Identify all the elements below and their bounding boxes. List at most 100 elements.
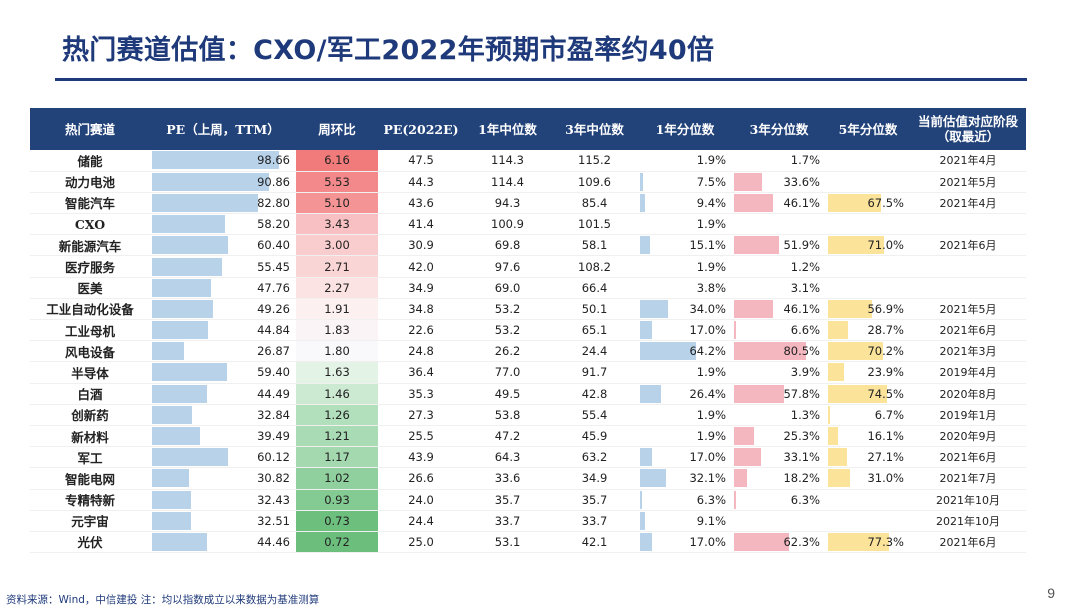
pe-ttm-value: 32.51 bbox=[257, 513, 290, 528]
table-row: 新能源汽车 60.40 3.00 30.9 69.8 58.1 15.1% 51.9% 71.0… bbox=[30, 234, 1026, 257]
pct-3y-value: 33.6% bbox=[783, 174, 820, 189]
pe-2022e: 22.6 bbox=[378, 319, 464, 342]
pct-5y-value: 67.5% bbox=[867, 195, 904, 210]
week-over-week: 1.02 bbox=[296, 467, 378, 490]
pe-2022e: 47.5 bbox=[378, 150, 464, 172]
median-1y: 53.1 bbox=[464, 531, 551, 554]
pct-1y-value: 1.9% bbox=[696, 407, 726, 422]
pct-1y-bar bbox=[640, 193, 645, 212]
pct-1y-value: 17.0% bbox=[689, 450, 726, 465]
sector-name: 创新药 bbox=[30, 404, 150, 426]
pe-ttm-value: 49.26 bbox=[257, 301, 290, 316]
pct-3y-value: 18.2% bbox=[783, 471, 820, 486]
sector-name: 专精特新 bbox=[30, 489, 150, 511]
pct-5y bbox=[826, 213, 910, 236]
table-header-row: 热门赛道 PE（上周，TTM） 周环比 PE(2022E) 1年中位数 3年中位… bbox=[30, 108, 1026, 150]
pe-ttm-bar bbox=[152, 532, 207, 551]
median-1y: 47.2 bbox=[464, 425, 551, 448]
pe-ttm-value: 26.87 bbox=[257, 344, 290, 359]
pct-1y-bar bbox=[640, 448, 652, 467]
median-1y: 64.3 bbox=[464, 446, 551, 469]
pct-5y-value: 71.0% bbox=[867, 238, 904, 253]
pct-5y: 31.0% bbox=[826, 467, 910, 490]
stage-date bbox=[910, 277, 1026, 299]
pct-3y: 6.3% bbox=[732, 489, 826, 511]
pe-ttm-value: 58.20 bbox=[257, 217, 290, 232]
pct-1y-value: 3.8% bbox=[696, 280, 726, 295]
pct-3y: 18.2% bbox=[732, 467, 826, 490]
pct-3y-bar bbox=[734, 384, 785, 403]
pct-3y-value: 3.9% bbox=[790, 365, 820, 380]
pct-3y: 62.3% bbox=[732, 531, 826, 554]
pct-5y-value: 77.3% bbox=[867, 534, 904, 549]
pct-3y-value: 62.3% bbox=[783, 534, 820, 549]
median-1y: 97.6 bbox=[464, 255, 551, 278]
pe-2022e: 26.6 bbox=[378, 467, 464, 490]
sector-name: 工业自动化设备 bbox=[30, 298, 150, 321]
pe-ttm-value: 55.45 bbox=[257, 259, 290, 274]
table-row: 工业自动化设备 49.26 1.91 34.8 53.2 50.1 34.0% 46.1% 56… bbox=[30, 298, 1026, 321]
median-1y: 53.2 bbox=[464, 319, 551, 342]
pe-ttm: 32.43 bbox=[150, 489, 296, 511]
stage-date: 2021年6月 bbox=[910, 234, 1026, 257]
pct-3y-value: 46.1% bbox=[783, 195, 820, 210]
stage-date: 2021年6月 bbox=[910, 531, 1026, 554]
page-title: 热门赛道估值：CXO/军工2022年预期市盈率约40倍 bbox=[62, 35, 715, 66]
pct-1y-value: 6.3% bbox=[696, 492, 726, 507]
header-pe-ttm: PE（上周，TTM） bbox=[166, 121, 280, 137]
median-1y: 33.7 bbox=[464, 510, 551, 532]
pe-2022e: 43.9 bbox=[378, 446, 464, 469]
pct-1y: 17.0% bbox=[638, 531, 732, 554]
header-stage: 当前估值对应阶段 （取最近） bbox=[917, 114, 1018, 144]
pct-3y-bar bbox=[734, 342, 806, 361]
pe-ttm-bar bbox=[152, 236, 229, 255]
pct-1y-value: 17.0% bbox=[689, 534, 726, 549]
pe-ttm-value: 30.82 bbox=[257, 471, 290, 486]
pe-ttm-bar bbox=[152, 342, 184, 361]
pct-5y-value: 70.2% bbox=[867, 344, 904, 359]
pct-5y-bar bbox=[828, 193, 881, 212]
pct-3y-value: 6.6% bbox=[790, 323, 820, 338]
stage-date: 2021年10月 bbox=[910, 489, 1026, 511]
pe-ttm: 47.76 bbox=[150, 277, 296, 299]
pe-2022e: 34.9 bbox=[378, 277, 464, 299]
pct-3y-value: 1.2% bbox=[790, 259, 820, 274]
pct-5y: 77.3% bbox=[826, 531, 910, 554]
pe-ttm: 59.40 bbox=[150, 361, 296, 384]
sector-name: 医疗服务 bbox=[30, 255, 150, 278]
sector-name: 智能电网 bbox=[30, 467, 150, 490]
pe-ttm-value: 59.40 bbox=[257, 365, 290, 380]
pct-1y-value: 34.0% bbox=[689, 301, 726, 316]
table-row: 工业母机 44.84 1.83 22.6 53.2 65.1 17.0% 6.6% 28.7% 2… bbox=[30, 319, 1026, 342]
pct-3y: 80.5% bbox=[732, 340, 826, 363]
sector-name: 白酒 bbox=[30, 383, 150, 405]
table-row: 储能 98.66 6.16 47.5 114.3 115.2 1.9% 1.7% 2021年4月 bbox=[30, 150, 1026, 172]
pct-1y-bar bbox=[640, 532, 652, 551]
header-wow: 周环比 bbox=[318, 121, 356, 137]
median-3y: 91.7 bbox=[551, 361, 638, 384]
pct-1y: 17.0% bbox=[638, 446, 732, 469]
pct-1y-bar bbox=[640, 511, 645, 530]
pe-ttm-bar bbox=[152, 278, 212, 297]
pct-3y-value: 1.7% bbox=[790, 153, 820, 168]
median-3y: 66.4 bbox=[551, 277, 638, 299]
week-over-week: 3.00 bbox=[296, 234, 378, 257]
pe-2022e: 42.0 bbox=[378, 255, 464, 278]
sector-name: 动力电池 bbox=[30, 171, 150, 193]
header-sector: 热门赛道 bbox=[64, 121, 115, 137]
median-3y: 42.1 bbox=[551, 531, 638, 554]
pe-ttm: 49.26 bbox=[150, 298, 296, 321]
pct-1y-value: 1.9% bbox=[696, 259, 726, 274]
week-over-week: 0.93 bbox=[296, 489, 378, 511]
pct-3y-bar bbox=[734, 299, 774, 318]
pe-ttm-bar bbox=[152, 151, 279, 170]
stage-date: 2020年8月 bbox=[910, 383, 1026, 405]
pct-1y-value: 1.9% bbox=[696, 217, 726, 232]
pe-ttm-bar bbox=[152, 193, 258, 212]
pe-ttm: 30.82 bbox=[150, 467, 296, 490]
pe-2022e: 44.3 bbox=[378, 171, 464, 193]
pct-3y: 46.1% bbox=[732, 298, 826, 321]
week-over-week: 0.73 bbox=[296, 510, 378, 532]
stage-date: 2019年1月 bbox=[910, 404, 1026, 426]
header-median-1y: 1年中位数 bbox=[478, 121, 537, 137]
